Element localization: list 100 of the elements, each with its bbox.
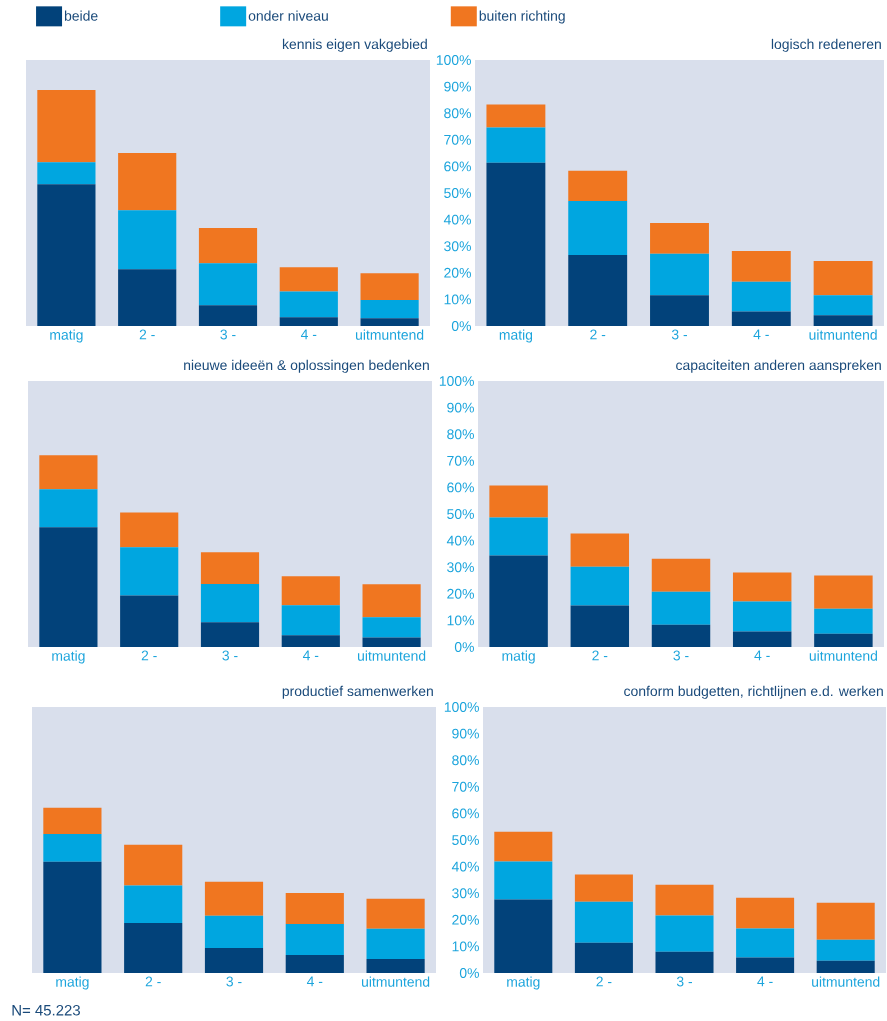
bar [732, 631, 792, 648]
y-tick-label: 60% [447, 482, 474, 493]
bar [39, 527, 98, 648]
y-tick-label: 40% [446, 535, 474, 546]
bar [204, 881, 264, 916]
bar [120, 512, 179, 548]
bar [570, 566, 630, 606]
bar [43, 807, 102, 834]
bar [204, 915, 264, 949]
bar [124, 885, 183, 924]
bar [281, 605, 340, 636]
bar [486, 162, 546, 327]
chart-title: conform budgetten, richtlijnen e.d. werken [624, 685, 883, 699]
bar [568, 200, 628, 255]
bar [118, 210, 177, 270]
x-tick-label: 2 - [139, 329, 155, 340]
bar [655, 951, 714, 974]
bar [43, 833, 102, 862]
x-tick-label: uitmuntend [356, 329, 424, 340]
x-tick-label: 3 - [671, 329, 688, 340]
bar [486, 104, 546, 128]
x-tick-label: 4 - [300, 329, 317, 340]
bar [736, 897, 795, 929]
bar [814, 575, 873, 609]
x-tick-label: 4 - [302, 650, 319, 661]
x-tick-label: matig [50, 329, 83, 343]
bar [816, 939, 875, 961]
bar [281, 576, 340, 606]
x-tick-label: uitmuntend [809, 650, 877, 661]
bar [736, 957, 795, 974]
x-tick-label: 4 - [757, 976, 773, 987]
y-tick-label: 20% [447, 588, 474, 599]
bar [37, 184, 96, 327]
y-tick-label: 30% [447, 562, 474, 573]
bar [814, 633, 873, 648]
y-tick-label: 10% [447, 615, 474, 626]
bar [813, 315, 873, 327]
bar [279, 267, 338, 292]
y-tick-label: 100% [436, 55, 471, 65]
bar [279, 291, 338, 318]
bar [489, 517, 548, 556]
bar [43, 861, 102, 974]
bar [494, 899, 553, 974]
bar [281, 635, 340, 648]
x-tick-label: 2 - [145, 976, 161, 987]
y-tick-label: 60% [452, 808, 479, 819]
bar [360, 299, 419, 319]
bar [285, 892, 344, 925]
bar [650, 253, 709, 296]
y-tick-label: 100% [439, 376, 474, 386]
bar [279, 317, 338, 327]
x-tick-label: matig [499, 329, 533, 343]
x-tick-label: 3 - [226, 976, 242, 987]
bar [285, 924, 344, 955]
y-tick-label: 50% [447, 509, 474, 519]
x-tick-label: uitmuntend [812, 976, 880, 987]
y-tick-label: 40% [451, 861, 479, 872]
bar [814, 608, 873, 634]
bar [362, 584, 421, 618]
x-tick-label: 3 - [676, 976, 693, 987]
chart-title: productief samenwerken [282, 685, 433, 699]
x-tick-label: 2 - [592, 650, 608, 661]
y-tick-label: 20% [452, 914, 479, 925]
x-tick-label: 4 - [306, 976, 323, 987]
x-tick-label: matig [52, 650, 85, 664]
bar [813, 261, 873, 296]
bar [650, 295, 709, 327]
x-tick-label: matig [502, 650, 535, 664]
bar [200, 622, 260, 648]
x-tick-label: 3 - [673, 650, 689, 661]
y-tick-label: 0% [459, 968, 479, 978]
chart-title: nieuwe ideeën & oplossingen bedenken [184, 359, 429, 373]
chart-title: logisch redeneren [771, 38, 881, 52]
bar [39, 455, 98, 490]
y-tick-label: 90% [447, 402, 474, 413]
bar [118, 153, 177, 211]
bar [200, 552, 260, 584]
y-tick-label: 50% [444, 188, 471, 198]
legend-label: beide [64, 10, 98, 21]
text: N= 45.223 [12, 1004, 80, 1016]
legend-label: buiten richting [479, 10, 565, 24]
bar [360, 318, 419, 327]
y-tick-label: 80% [447, 429, 474, 440]
y-tick-label: 90% [452, 728, 479, 739]
bar [732, 601, 792, 632]
y-tick-label: 60% [444, 161, 471, 172]
bar [489, 485, 548, 518]
bar [366, 958, 425, 974]
y-tick-label: 70% [447, 455, 474, 466]
bar [574, 901, 633, 943]
x-tick-label: 4 - [753, 329, 769, 340]
bar [204, 948, 264, 974]
bar [574, 942, 633, 974]
bar [37, 90, 96, 163]
x-tick-label: matig [507, 976, 540, 990]
bar [570, 533, 630, 567]
y-tick-label: 0% [451, 321, 471, 331]
bar [574, 874, 633, 902]
y-tick-label: 90% [444, 81, 471, 92]
bar [570, 605, 630, 648]
